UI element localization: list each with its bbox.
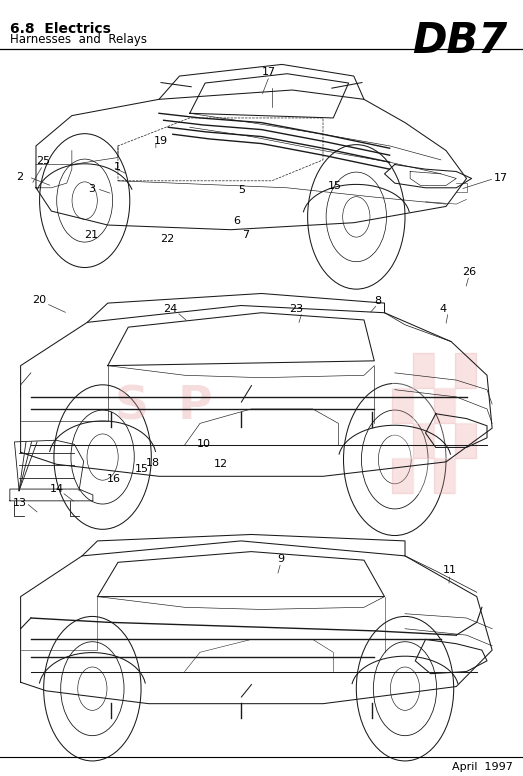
Bar [392,353,413,388]
Text: 15: 15 [135,465,149,474]
Text: April  1997: April 1997 [452,762,513,772]
Text: 6.8  Electrics: 6.8 Electrics [10,22,111,36]
Text: 20: 20 [32,296,47,305]
Text: 1: 1 [114,162,121,171]
Text: Harnesses  and  Relays: Harnesses and Relays [10,33,147,47]
Bar [434,458,455,493]
Bar [455,353,476,388]
Text: 26: 26 [462,267,476,276]
Bar [434,353,455,388]
Bar [392,458,413,493]
Text: 15: 15 [328,182,342,191]
Text: 11: 11 [443,566,457,575]
Text: 6: 6 [233,217,240,226]
Text: DB7: DB7 [412,20,507,62]
Text: 16: 16 [107,474,121,483]
Bar [413,458,434,493]
Text: 24: 24 [163,304,177,314]
Text: 18: 18 [145,459,160,468]
Text: 10: 10 [197,439,211,449]
Bar [455,388,476,423]
Bar [413,423,434,458]
Text: 9: 9 [277,554,285,563]
Text: 22: 22 [160,234,175,244]
Text: 21: 21 [84,230,99,240]
Text: 23: 23 [289,304,304,314]
Text: S: S [115,384,149,429]
Text: 13: 13 [13,498,27,508]
Bar [413,353,434,388]
Text: 12: 12 [213,459,228,469]
Text: 14: 14 [49,484,64,494]
Text: 17: 17 [262,68,277,77]
Bar [434,388,455,423]
Bar [392,423,413,458]
Bar [392,388,413,423]
Text: 17: 17 [493,174,508,183]
Text: 2: 2 [16,172,24,182]
Bar [413,388,434,423]
Text: P: P [178,384,212,429]
Text: 25: 25 [36,157,50,166]
Text: 7: 7 [242,230,249,240]
Text: 4: 4 [439,304,447,314]
Bar [455,423,476,458]
Text: 8: 8 [374,296,381,306]
Text: 5: 5 [238,185,245,195]
Bar [434,423,455,458]
Text: 19: 19 [154,137,168,146]
Text: 3: 3 [88,184,95,193]
Bar [455,458,476,493]
